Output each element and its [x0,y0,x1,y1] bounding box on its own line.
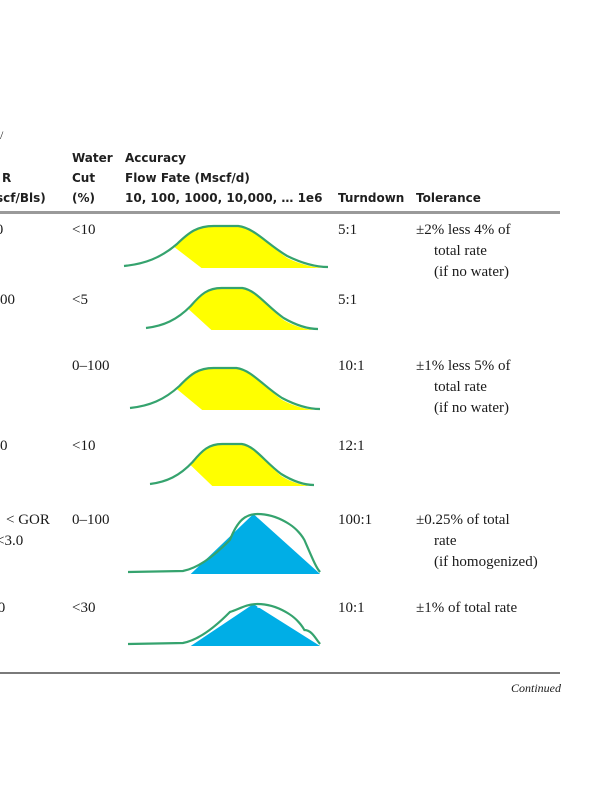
accuracy-header-line2: Flow Fate (Mscf/d) [125,171,250,185]
water-cut-header: Water Cut (%) [72,148,113,208]
turndown-cell: 100:1 [338,512,373,528]
tolerance-header: Tolerance [416,191,481,205]
tolerance-cell: ±0.25% of total rate (if homogenized) [416,510,538,573]
tolerance-cell: ±2% less 4% of total rate (if no water) [416,220,510,283]
tolerance-line: (if homogenized) [434,554,538,570]
water-cut-cell: <10 [72,222,96,238]
tolerance-line: ±1% less 5% of [416,358,511,374]
tolerance-line: ±0.25% of total [416,512,510,528]
tolerance-line: total rate [434,243,487,259]
accuracy-curve-yellow [149,442,315,487]
tolerance-line: ±1% of total rate [416,600,518,616]
gor-cell: 00 [0,292,15,308]
accuracy-curve-yellow [123,224,329,269]
gor-cell: .0 [0,220,3,241]
curve-outline [129,366,321,411]
tolerance-cell: ±1% less 5% of total rate (if no water) [416,356,510,419]
curve-fill [189,444,310,486]
curve-outline [123,224,329,269]
curve-highlight [257,606,302,631]
gor-cell-line2: <3.0 [0,533,24,549]
gor-header-line1: R [2,171,12,185]
tolerance-line: (if no water) [434,400,509,416]
tolerance-line: rate [434,533,457,549]
gor-cell: 0 [0,438,8,454]
water-cut-cell: <10 [72,438,96,454]
tolerance-line: ±2% less 4% of [416,222,511,238]
accuracy-curve-yellow [145,286,319,331]
turndown-cell: 5:1 [338,222,358,238]
table-bottom-rule [0,672,560,674]
curve-fill [190,514,321,574]
curve-fill [173,226,322,268]
curve-outline [145,286,319,331]
partial-mark: / [0,128,4,142]
gor-cell: .0 [0,600,6,616]
turndown-header: Turndown [338,191,405,205]
water-cut-cell: 0–100 [72,512,110,528]
accuracy-curve-blue [127,602,321,646]
accuracy-curve-yellow [129,366,321,411]
accuracy-header-line1: Accuracy [125,151,187,165]
gor-cell: < GOR [6,512,50,528]
water-cut-cell: 0–100 [72,358,110,374]
curve-outline [127,512,321,574]
water-cut-cell: <30 [72,600,96,616]
curve-outline [127,602,321,646]
turndown-cell: 5:1 [338,292,358,308]
tolerance-line: (if no water) [434,264,509,280]
water-cut-cell: <5 [72,292,88,308]
water-cut-header-line2: Cut [72,171,96,185]
gor-header-line2: scf/Bls) [0,191,46,205]
turndown-cell: 12:1 [338,438,365,454]
table-top-rule [0,211,560,214]
tolerance-cell: ±1% of total rate [416,598,517,619]
water-cut-header-line3: (%) [72,191,95,205]
accuracy-header: Accuracy Flow Fate (Mscf/d) 10, 100, 100… [125,148,322,208]
curve-fill [175,368,315,410]
water-cut-header-line1: Water [72,151,113,165]
curve-fill [190,604,321,646]
turndown-cell: 10:1 [338,358,365,374]
continued-label: Continued [511,681,561,695]
accuracy-header-line3: 10, 100, 1000, 10,000, … 1e6 [125,191,323,205]
curve-fill [187,288,313,330]
tolerance-line: total rate [434,379,487,395]
curve-highlight [257,516,302,541]
curve-outline [149,442,315,487]
turndown-cell: 10:1 [338,600,365,616]
gor-header: R scf/Bls) [0,168,46,208]
accuracy-curve-blue [127,512,321,574]
